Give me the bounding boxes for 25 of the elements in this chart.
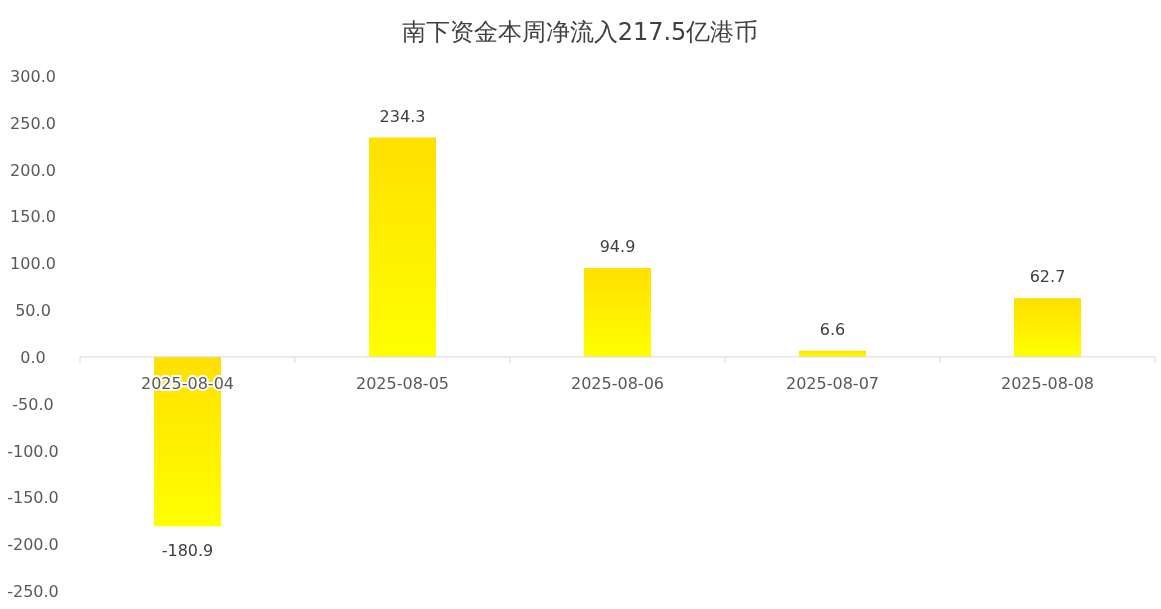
y-tick-label: -200.0 [7,535,59,555]
y-tick-label: 150.0 [10,207,56,227]
y-tick-label: 0.0 [20,347,46,367]
bar [369,137,436,357]
y-tick-label: -150.0 [7,488,59,508]
x-tick-label: 2025-08-07 [786,373,879,393]
y-tick-label: 250.0 [10,113,56,133]
x-tick-label: 2025-08-06 [571,373,664,393]
chart-title: 南下资金本周净流入217.5亿港币 [401,18,759,46]
y-tick-label: -100.0 [7,441,59,461]
data-label: 6.6 [819,319,846,339]
x-tick-label: 2025-08-08 [1001,373,1094,393]
y-tick-label: 50.0 [15,301,51,321]
data-label: 234.3 [379,106,426,126]
y-tick-label: 200.0 [10,160,56,180]
y-tick-label: -250.0 [7,582,59,601]
y-tick-label: -50.0 [12,394,54,414]
data-label: -180.9 [161,541,214,561]
x-tick-label: 2025-08-05 [356,373,449,393]
data-label: 62.7 [1029,267,1066,287]
y-tick-label: 300.0 [10,67,56,86]
data-label: 94.9 [599,237,636,257]
bar [1014,298,1081,357]
y-tick-label: 100.0 [10,254,56,274]
bar [584,268,651,357]
